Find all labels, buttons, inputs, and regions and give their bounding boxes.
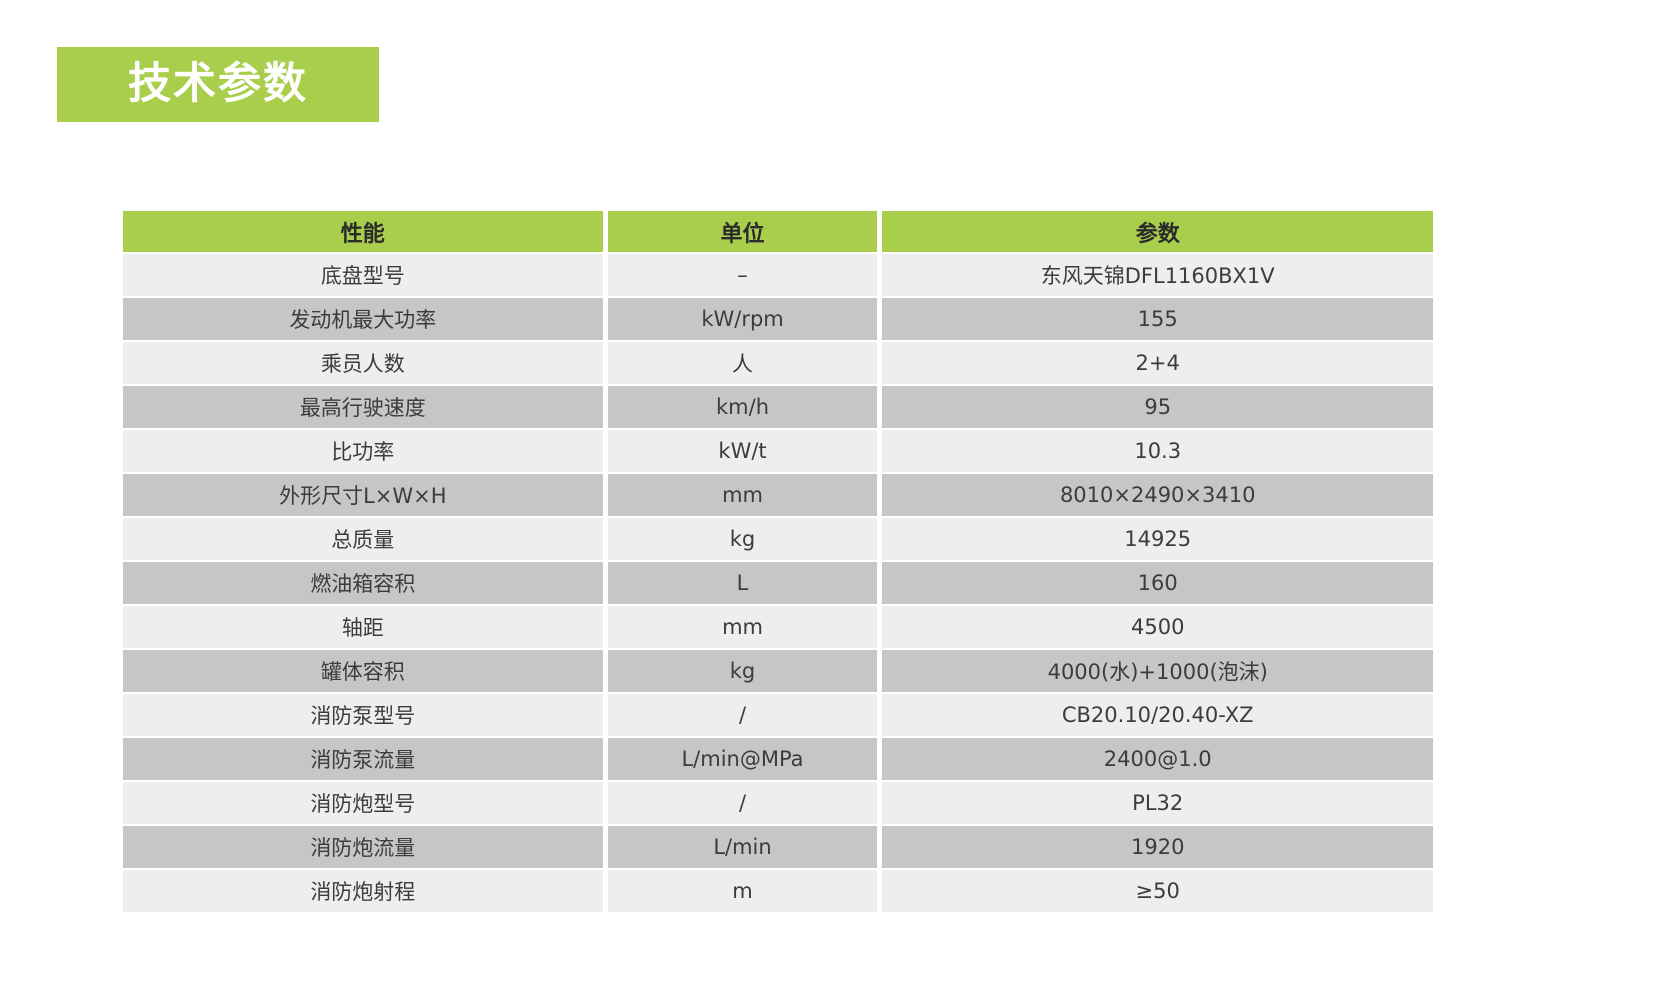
cell-performance: 消防泵型号	[123, 694, 603, 736]
cell-unit: mm	[607, 606, 878, 648]
cell-parameter: 8010×2490×3410	[882, 474, 1433, 516]
cell-unit: m	[607, 870, 878, 912]
cell-performance: 比功率	[123, 430, 603, 472]
column-header-unit: 单位	[607, 211, 878, 252]
cell-unit: kW/t	[607, 430, 878, 472]
technical-parameters-table: 性能 单位 参数 底盘型号 – 东风天锦DFL1160BX1V 发动机最大功率 kW/r…	[123, 211, 1433, 912]
cell-unit: L/min@MPa	[607, 738, 878, 780]
cell-performance: 外形尺寸L×W×H	[123, 474, 603, 516]
cell-unit: 人	[607, 342, 878, 384]
page-title: 技术参数	[128, 59, 308, 109]
cell-performance: 总质量	[123, 518, 603, 560]
cell-unit: km/h	[607, 386, 878, 428]
cell-performance: 轴距	[123, 606, 603, 648]
table-row: 消防泵流量 L/min@MPa 2400@1.0	[123, 738, 1433, 780]
cell-unit: L/min	[607, 826, 878, 868]
page-title-banner: 技术参数	[57, 47, 379, 122]
table-row: 总质量 kg 14925	[123, 518, 1433, 560]
table-row: 轴距 mm 4500	[123, 606, 1433, 648]
cell-unit: kg	[607, 518, 878, 560]
cell-performance: 消防炮型号	[123, 782, 603, 824]
table-row: 消防泵型号 / CB20.10/20.40-XZ	[123, 694, 1433, 736]
cell-parameter: 4500	[882, 606, 1433, 648]
cell-performance: 消防泵流量	[123, 738, 603, 780]
cell-unit: kg	[607, 650, 878, 692]
cell-parameter: 155	[882, 298, 1433, 340]
cell-performance: 消防炮流量	[123, 826, 603, 868]
column-header-parameter: 参数	[882, 211, 1433, 252]
table-row: 底盘型号 – 东风天锦DFL1160BX1V	[123, 254, 1433, 296]
cell-parameter: 1920	[882, 826, 1433, 868]
cell-performance: 乘员人数	[123, 342, 603, 384]
cell-unit: L	[607, 562, 878, 604]
cell-parameter: 14925	[882, 518, 1433, 560]
table-body: 底盘型号 – 东风天锦DFL1160BX1V 发动机最大功率 kW/rpm 155 乘员人数…	[123, 254, 1433, 912]
cell-unit: kW/rpm	[607, 298, 878, 340]
cell-unit: /	[607, 782, 878, 824]
table-row: 乘员人数人 2+4	[123, 342, 1433, 384]
cell-unit: /	[607, 694, 878, 736]
cell-unit: –	[607, 254, 878, 296]
cell-parameter: ≥50	[882, 870, 1433, 912]
table-row: 燃油箱容积 L 160	[123, 562, 1433, 604]
cell-parameter: 东风天锦DFL1160BX1V	[882, 254, 1433, 296]
cell-parameter: PL32	[882, 782, 1433, 824]
cell-parameter: 2+4	[882, 342, 1433, 384]
cell-parameter: 95	[882, 386, 1433, 428]
cell-performance: 发动机最大功率	[123, 298, 603, 340]
cell-performance: 罐体容积	[123, 650, 603, 692]
table-row: 消防炮型号 / PL32	[123, 782, 1433, 824]
cell-parameter: 2400@1.0	[882, 738, 1433, 780]
table-header-row: 性能 单位 参数	[123, 211, 1433, 252]
cell-performance: 燃油箱容积	[123, 562, 603, 604]
cell-parameter: 10.3	[882, 430, 1433, 472]
table-row: 罐体容积 kg 4000(水)+1000(泡沫)	[123, 650, 1433, 692]
table-row: 消防炮射程 m ≥50	[123, 870, 1433, 912]
cell-performance: 底盘型号	[123, 254, 603, 296]
cell-performance: 最高行驶速度	[123, 386, 603, 428]
cell-unit: mm	[607, 474, 878, 516]
table-row: 消防炮流量 L/min 1920	[123, 826, 1433, 868]
cell-performance: 消防炮射程	[123, 870, 603, 912]
cell-parameter: CB20.10/20.40-XZ	[882, 694, 1433, 736]
cell-parameter: 160	[882, 562, 1433, 604]
table-row: 比功率 kW/t 10.3	[123, 430, 1433, 472]
cell-parameter: 4000(水)+1000(泡沫)	[882, 650, 1433, 692]
column-header-performance: 性能	[123, 211, 603, 252]
table-row: 发动机最大功率 kW/rpm 155	[123, 298, 1433, 340]
table-row: 最高行驶速度 km/h 95	[123, 386, 1433, 428]
table-row: 外形尺寸L×W×H mm 8010×2490×3410	[123, 474, 1433, 516]
